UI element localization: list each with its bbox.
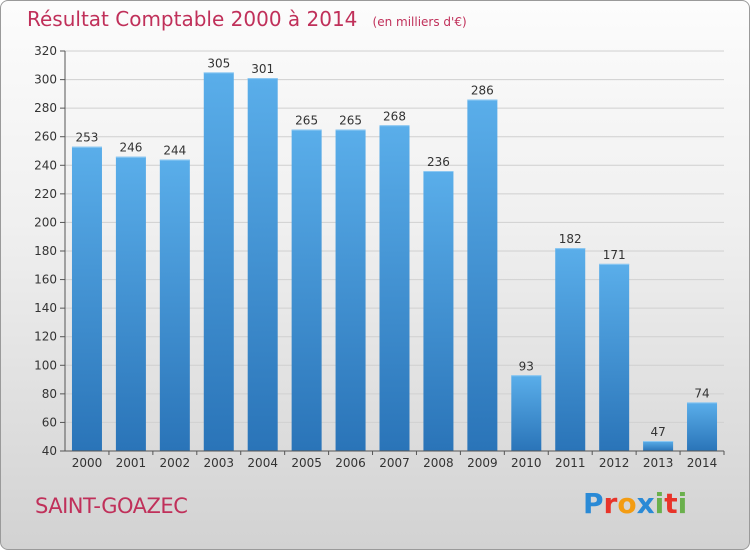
x-tick-label: 2011: [555, 456, 586, 470]
value-label: 74: [694, 386, 709, 400]
x-tick-label: 2005: [291, 456, 322, 470]
value-label: 253: [76, 131, 99, 145]
y-tick-label: 260: [34, 130, 57, 144]
y-tick-label: 160: [34, 273, 57, 287]
y-tick-label: 280: [34, 101, 57, 115]
logo-letter: r: [603, 487, 618, 520]
y-tick-label: 300: [34, 73, 57, 87]
logo-letter: x: [636, 487, 655, 520]
x-tick-label: 2004: [247, 456, 278, 470]
bar: [291, 129, 322, 452]
bar: [467, 99, 498, 452]
title-text: Résultat Comptable 2000 à 2014: [27, 7, 358, 31]
y-tick-label: 220: [34, 187, 57, 201]
commune-name: SAINT-GOAZEC: [35, 494, 188, 518]
y-tick-label: 140: [34, 301, 57, 315]
value-label: 47: [650, 425, 665, 439]
x-tick-label: 2009: [467, 456, 498, 470]
y-tick-label: 80: [42, 387, 57, 401]
y-tick-label: 240: [34, 158, 57, 172]
x-tick-label: 2012: [599, 456, 630, 470]
y-tick-label: 320: [34, 44, 57, 58]
value-label: 265: [295, 114, 318, 128]
bar: [159, 159, 190, 452]
value-label: 171: [603, 248, 626, 262]
proxiti-logo: Proxiti: [583, 487, 687, 520]
value-label: 246: [119, 141, 142, 155]
bar: [379, 125, 410, 452]
logo-letter: P: [583, 487, 604, 520]
axes: [60, 50, 725, 455]
unit-text: (en milliers d'€): [372, 15, 467, 29]
y-tick-label: 180: [34, 244, 57, 258]
bar: [203, 72, 234, 451]
x-tick-label: 2010: [511, 456, 542, 470]
x-tick-label: 2013: [643, 456, 674, 470]
x-tick-label: 2008: [423, 456, 454, 470]
bar: [71, 146, 102, 451]
x-tick-label: 2001: [116, 456, 147, 470]
y-tick-label: 40: [42, 444, 57, 458]
y-tick-label: 200: [34, 215, 57, 229]
x-tick-label: 2006: [335, 456, 366, 470]
bar: [555, 248, 586, 451]
x-tick-label: 2003: [203, 456, 234, 470]
bar: [599, 263, 630, 451]
bar: [247, 78, 278, 452]
logo-letter: t: [664, 487, 678, 520]
y-tick-label: 120: [34, 330, 57, 344]
value-label: 93: [519, 359, 534, 373]
x-tick-label: 2002: [160, 456, 191, 470]
bar: [115, 156, 146, 451]
value-label: 305: [207, 56, 230, 70]
value-label: 244: [163, 144, 186, 158]
value-label: 236: [427, 155, 450, 169]
chart-title: Résultat Comptable 2000 à 2014 (en milli…: [27, 7, 467, 31]
bar: [335, 129, 366, 452]
x-tick-label: 2000: [72, 456, 103, 470]
y-tick-label: 60: [42, 415, 57, 429]
value-label: 286: [471, 84, 494, 98]
bar: [423, 171, 454, 451]
bar: [687, 402, 718, 451]
logo-letter: i: [654, 487, 665, 520]
value-label: 182: [559, 232, 582, 246]
x-tick-label: 2014: [687, 456, 718, 470]
bar: [511, 375, 542, 451]
bar: [643, 441, 674, 451]
value-label: 265: [339, 114, 362, 128]
value-label: 301: [251, 62, 274, 76]
value-label: 268: [383, 109, 406, 123]
y-tick-label: 100: [34, 358, 57, 372]
labels: 40 60 80 100 120 140 160 180 200 220 240 260 280 300 3…: [34, 44, 717, 470]
bars: [71, 72, 718, 452]
logo-letter: o: [617, 487, 637, 520]
logo-letter: i: [677, 487, 688, 520]
x-tick-label: 2007: [379, 456, 410, 470]
